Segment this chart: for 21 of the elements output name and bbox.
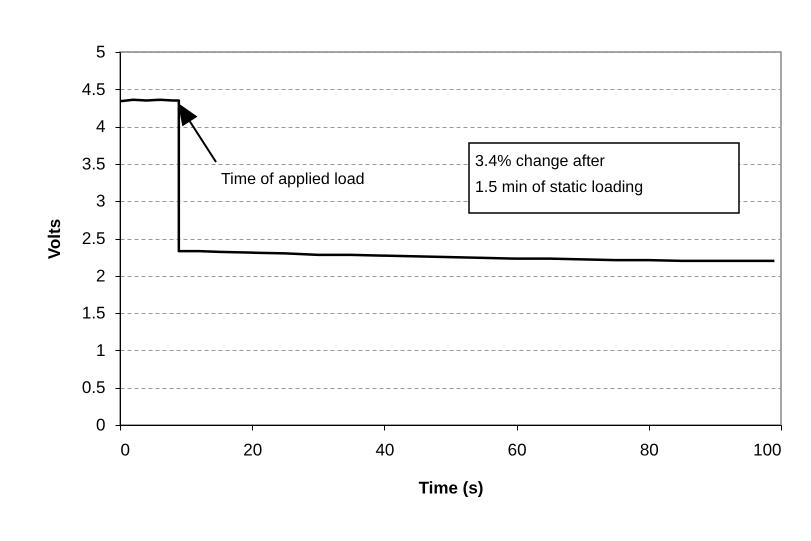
x-axis-title: Time (s) (418, 478, 484, 498)
x-tick-label: 80 (640, 440, 659, 460)
annotation: 3.4% change after 1.5 min of static loading (475, 153, 644, 196)
x-tick-label: 100 (753, 440, 782, 460)
y-tick-label: 3 (96, 192, 106, 211)
x-tick-label: 20 (243, 440, 262, 460)
y-tick-label: 3.5 (82, 154, 106, 174)
y-tick-label: 0 (96, 416, 106, 434)
y-tick-label: 4.5 (82, 80, 106, 99)
x-tick-label: 60 (508, 440, 527, 460)
y-tick-label: 4 (96, 117, 106, 136)
x-tick-label: 0 (120, 440, 130, 460)
y-tick-label: 1 (96, 340, 106, 360)
y-axis-title: Volts (44, 218, 64, 260)
y-tick-label: 2.5 (82, 229, 106, 248)
annotation: Time of applied load (221, 171, 364, 188)
y-tick-label: 1.5 (82, 304, 106, 323)
y-tick-label: 5 (96, 42, 106, 62)
y-tick-label: 0.5 (82, 378, 106, 398)
y-tick-label: 2 (96, 266, 106, 286)
x-tick-label: 40 (375, 440, 394, 460)
